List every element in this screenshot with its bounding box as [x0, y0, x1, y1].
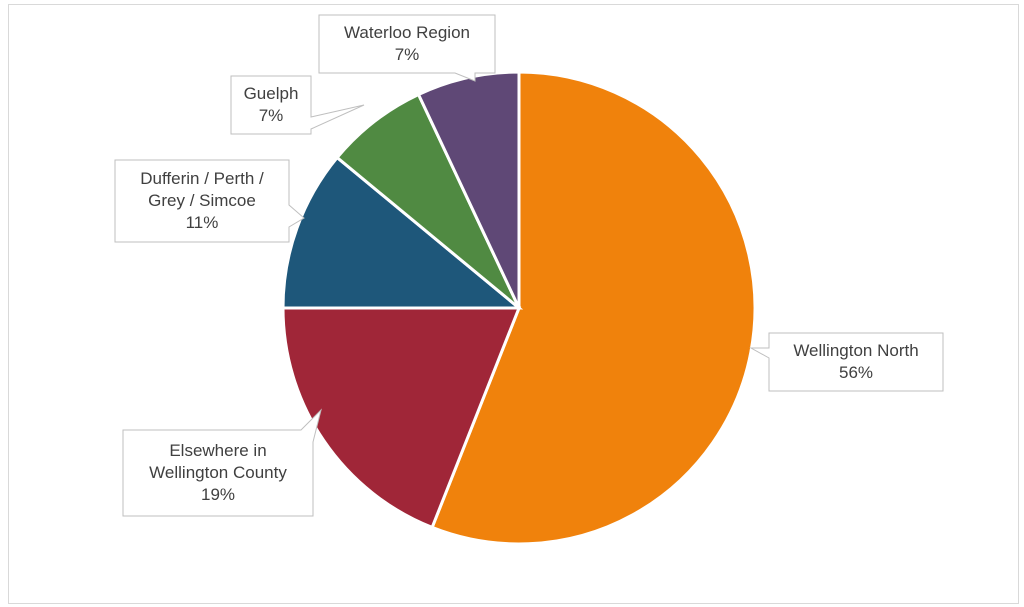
data-label-category: Guelph: [244, 84, 299, 103]
data-label-category: Waterloo Region: [344, 23, 470, 42]
callout-wellington-north: Wellington North 56%: [749, 332, 944, 392]
pie-slice-dufferin-perth-grey-simcoe: [281, 155, 524, 310]
data-label-category: Dufferin / Perth /: [140, 169, 264, 188]
data-label-value: 7%: [395, 45, 420, 64]
chart-area: Wellington North 56% Elsewhere in Wellingto…: [8, 4, 1019, 604]
data-label-category: Wellington County: [149, 463, 287, 482]
callout-elsewhere-in-wellington-county: Elsewhere in Wellington County 19%: [122, 408, 322, 517]
pie-slice-guelph: [335, 92, 521, 310]
pie-chart: Wellington North 56% Elsewhere in Wellingto…: [114, 14, 944, 546]
data-label-value: 56%: [839, 363, 873, 382]
callout-dufferin-perth-grey-simcoe: Dufferin / Perth / Grey / Simcoe 11%: [114, 159, 305, 243]
data-label-category: Wellington North: [793, 341, 918, 360]
callout-box: [749, 332, 944, 392]
data-label-value: 11%: [186, 213, 219, 232]
data-label-value: 19%: [201, 485, 235, 504]
callout-box: [230, 75, 365, 135]
data-labels: Wellington North 56% Elsewhere in Wellingto…: [114, 14, 944, 517]
callout-box: [114, 159, 305, 243]
data-label-category: Grey / Simcoe: [148, 191, 256, 210]
callout-guelph: Guelph 7%: [230, 75, 365, 135]
pie-slice-elsewhere-in-wellington-county: [281, 306, 522, 530]
data-label-category: Elsewhere in: [169, 441, 266, 460]
pie-slices: [281, 70, 757, 546]
pie-slice-wellington-north: [430, 70, 757, 546]
callout-waterloo-region: Waterloo Region 7%: [318, 14, 496, 82]
data-label-value: 7%: [259, 106, 284, 125]
callout-box: [318, 14, 496, 82]
callout-box: [122, 408, 322, 517]
